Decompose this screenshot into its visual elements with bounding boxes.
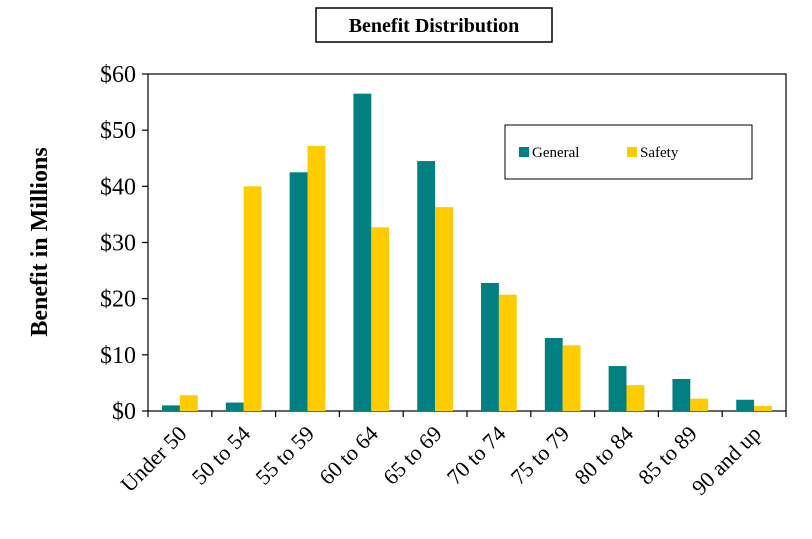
x-tick-label: 65 to 69 <box>378 421 447 490</box>
x-tick-label: 70 to 74 <box>442 421 511 490</box>
legend: General Safety <box>504 124 753 180</box>
bar-general <box>544 337 563 411</box>
legend-swatch <box>627 147 637 157</box>
legend-label: General <box>532 145 579 161</box>
y-tick-label: $60 <box>100 62 136 88</box>
y-tick-label: $20 <box>100 287 136 313</box>
bar-general <box>289 172 308 411</box>
bar-safety <box>435 207 453 411</box>
y-tick-label: $0 <box>112 399 136 425</box>
x-tick-label: 55 to 59 <box>250 421 319 490</box>
legend-swatch <box>519 147 529 157</box>
bar-general <box>162 405 180 411</box>
bar-safety <box>626 385 645 411</box>
bar-safety <box>179 395 198 411</box>
bar-general <box>608 366 627 411</box>
bar-safety <box>307 145 326 412</box>
x-tick-label: 80 to 84 <box>569 421 638 490</box>
x-tick-label: 90 and up <box>687 421 766 500</box>
x-tick-label: 75 to 79 <box>506 421 575 490</box>
bar-general <box>672 378 691 411</box>
x-tick-label: 60 to 64 <box>314 421 383 490</box>
bar-safety <box>243 186 262 411</box>
bar-safety <box>562 345 581 411</box>
bar-safety <box>498 294 517 411</box>
y-tick-label: $40 <box>100 174 136 200</box>
x-tick-label: 50 to 54 <box>187 421 256 490</box>
bar-safety <box>754 405 772 411</box>
bar-general <box>417 161 436 411</box>
y-tick-label: $50 <box>100 118 136 144</box>
chart-title: Benefit Distribution <box>315 7 553 43</box>
bar-general <box>225 402 244 411</box>
title-box <box>315 7 553 43</box>
bar-safety <box>690 398 709 411</box>
bar-general <box>353 93 372 412</box>
bar-general <box>481 282 499 411</box>
title-text: Benefit Distribution <box>349 15 520 37</box>
y-tick-label: $30 <box>100 231 136 257</box>
bar-general <box>736 399 755 411</box>
legend-label: Safety <box>640 145 679 161</box>
bar-safety <box>371 227 390 411</box>
y-tick-label: $10 <box>100 343 136 369</box>
y-axis-label: Benefit in Millions <box>27 147 53 336</box>
x-tick-label: Under 50 <box>115 421 191 497</box>
